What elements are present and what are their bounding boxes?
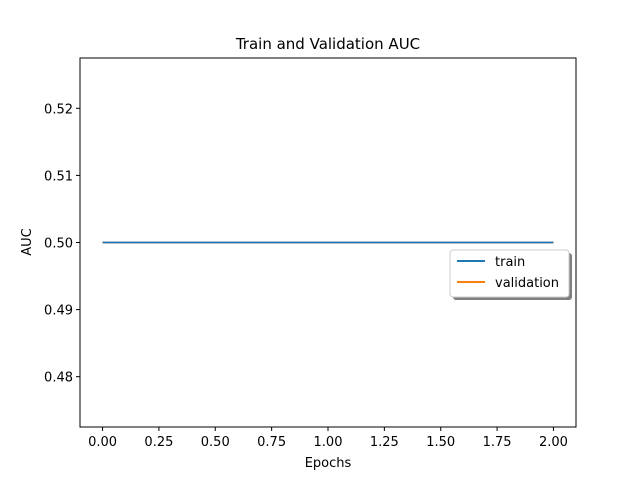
legend: train validation [449,249,572,300]
x-axis-ticks: 0.00 0.25 0.50 0.75 1.00 1.25 1.50 1.75 2.00 [88,427,568,450]
x-axis-label: Epochs [305,456,352,471]
plot-frame [79,57,577,428]
x-tick-label: 1.75 [483,435,512,450]
x-tick-label: 0.25 [144,435,173,450]
y-axis-ticks: 0.48 0.49 0.50 0.51 0.52 [44,102,80,386]
y-tick-label: 0.52 [44,102,73,117]
chart-title: Train and Validation AUC [235,35,420,53]
y-tick-label: 0.48 [44,371,73,386]
x-tick-label: 0.75 [257,435,286,450]
y-tick-label: 0.51 [44,169,73,184]
x-tick-label: 1.50 [426,435,455,450]
legend-label-train: train [495,255,525,270]
y-tick-label: 0.49 [44,304,73,319]
x-tick-label: 0.50 [201,435,230,450]
x-tick-label: 0.00 [88,435,117,450]
x-tick-label: 1.25 [370,435,399,450]
legend-label-validation: validation [495,276,559,291]
x-tick-label: 2.00 [539,435,568,450]
y-axis-label: AUC [20,228,35,256]
x-tick-label: 1.00 [314,435,343,450]
y-tick-label: 0.50 [44,237,73,252]
